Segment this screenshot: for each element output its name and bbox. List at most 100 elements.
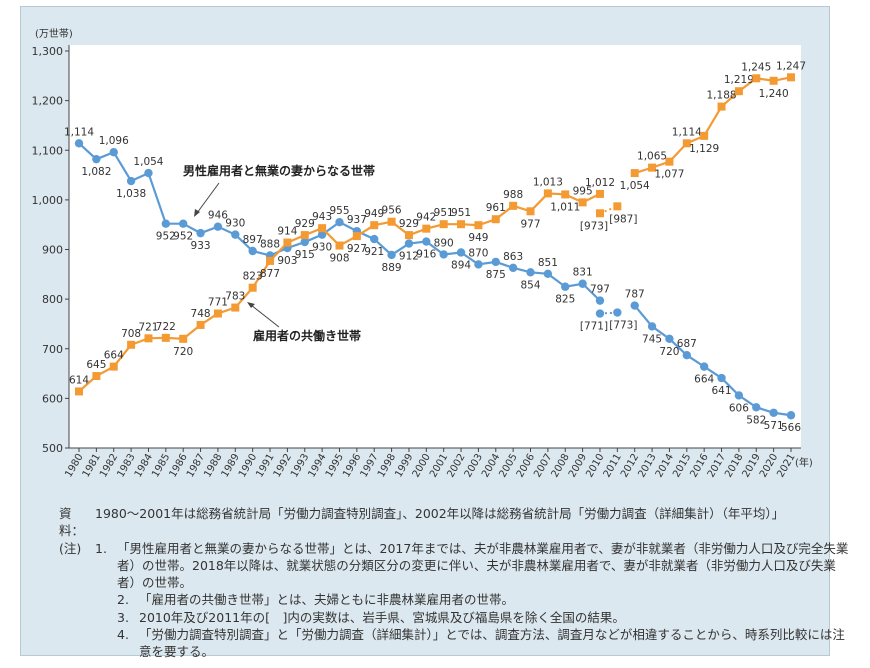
data-point (370, 221, 379, 230)
data-label: 952 (173, 231, 193, 243)
data-point (109, 148, 118, 157)
data-point (630, 301, 639, 310)
data-label: 851 (538, 257, 558, 269)
data-label: 823 (243, 271, 263, 283)
note-number: 1. (95, 540, 107, 556)
data-label: 1,011 (550, 201, 580, 213)
data-label: 721 (138, 321, 158, 333)
data-point (734, 87, 743, 96)
data-label: 951 (434, 207, 454, 219)
data-point (665, 334, 674, 344)
data-point (613, 202, 622, 211)
data-label: 825 (555, 294, 575, 306)
note-text: 「労働力調査特別調査」と「労働力調査（詳細集計）」とでは、調査方法、調査月などが… (139, 627, 845, 660)
data-point (387, 217, 396, 226)
data-label-bracketed: [773] (609, 320, 637, 332)
data-label: 783 (225, 291, 245, 303)
data-point (595, 309, 605, 318)
y-tick-label: 600 (42, 392, 63, 405)
data-label: 937 (347, 214, 367, 226)
data-point (595, 189, 604, 198)
data-point (127, 340, 136, 349)
y-tick-label: 1,100 (32, 144, 64, 157)
data-label: 745 (642, 333, 662, 345)
data-label: 875 (486, 269, 506, 281)
data-label: 894 (451, 259, 471, 271)
data-label: 903 (277, 255, 297, 267)
data-label: 929 (295, 218, 315, 230)
data-point (578, 279, 587, 288)
data-label: 1,188 (707, 90, 737, 102)
note-3: 3. 2010年及び2011年の[ ]内の実数は、岩手県、宮城県及び福島県を除く全… (59, 609, 849, 626)
y-tick-label: 800 (42, 293, 63, 306)
note-1: (注) 1. 「男性雇用者と無業の妻からなる世帯」とは、2017年までは、夫が非農林… (59, 540, 849, 592)
data-point (213, 222, 223, 231)
arrow-head (194, 209, 200, 217)
data-label: 1,245 (741, 61, 771, 73)
plot-area (69, 45, 801, 448)
data-point (404, 231, 413, 240)
data-point (196, 320, 205, 329)
data-label: 1,065 (637, 151, 667, 163)
data-point (126, 176, 136, 186)
data-point (178, 219, 188, 228)
data-label: 645 (86, 359, 106, 371)
data-point (682, 351, 692, 360)
data-point (474, 260, 483, 269)
arrow-head (247, 302, 255, 308)
data-label: 831 (573, 267, 593, 279)
note-number: 3. (117, 609, 129, 625)
note-text: 「男性雇用者と無業の妻からなる世帯」とは、2017年までは、夫が非農林業雇用者で… (117, 540, 849, 591)
data-point (335, 218, 344, 227)
data-label: 664 (104, 350, 124, 362)
source-text: 1980～2001年は総務省統計局「労働力調査特別調査」、2002年以降は総務省… (95, 506, 785, 521)
data-label: 908 (329, 253, 349, 265)
data-label: 722 (156, 321, 176, 333)
source-note: 資料： 1980～2001年は総務省統計局「労働力調査特別調査」、2002年以降は… (59, 505, 849, 540)
data-point (700, 131, 709, 140)
data-point (439, 250, 448, 259)
annotation-arrow (250, 304, 280, 328)
data-label: 1,013 (533, 176, 563, 188)
data-label: 943 (312, 211, 332, 223)
data-label: 955 (329, 205, 349, 217)
data-label: 870 (468, 247, 488, 259)
data-point (526, 268, 535, 277)
data-label: 897 (243, 234, 263, 246)
data-label: 1,077 (654, 169, 684, 181)
data-point (717, 102, 726, 111)
data-label: 1,114 (672, 126, 702, 138)
data-point (300, 231, 309, 240)
data-point (248, 246, 257, 256)
data-label: 1,129 (689, 143, 719, 155)
note-label: (注) (59, 540, 82, 556)
note-number: 4. (117, 627, 129, 643)
data-label-bracketed: [973] (580, 220, 608, 232)
data-label: 930 (312, 242, 332, 254)
data-label: 930 (225, 218, 245, 230)
data-label: 787 (625, 289, 645, 301)
data-label: 571 (764, 420, 784, 432)
data-label: 1,038 (116, 188, 146, 200)
y-tick-label: 700 (42, 343, 63, 356)
data-point (196, 228, 205, 238)
line-chart: 500 600 700 800 900 1,000 1,100 1,200 1,300 (万世帯)… (32, 27, 813, 480)
data-label: 961 (486, 202, 506, 214)
data-label: 1,247 (776, 60, 806, 72)
data-label: 1,054 (133, 156, 163, 168)
data-label: 929 (399, 218, 419, 230)
data-point (161, 333, 170, 342)
data-point (630, 169, 639, 178)
data-label: 748 (191, 308, 211, 320)
data-label: 927 (347, 243, 367, 255)
data-point (508, 263, 518, 273)
y-tick-label: 500 (42, 442, 63, 455)
data-label-bracketed: [771] (580, 321, 608, 333)
data-label: 606 (729, 402, 749, 414)
data-point (92, 154, 101, 164)
figure-panel: 500 600 700 800 900 1,000 1,100 1,200 1,300 (万世帯)… (20, 6, 848, 659)
data-label: 708 (121, 328, 141, 340)
data-point (75, 387, 83, 396)
series-label-male-earner: 男性雇用者と無業の妻からなる世帯 (183, 163, 375, 178)
data-point (266, 256, 275, 265)
